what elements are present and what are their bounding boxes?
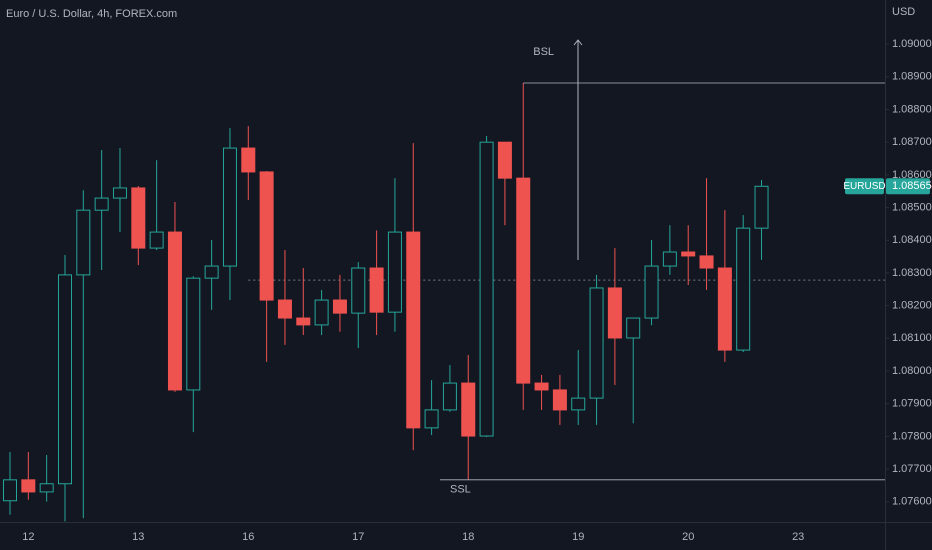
y-tick-label: 1.08100 [892,332,932,344]
x-tick-label: 13 [132,531,144,543]
y-tick-label: 1.08800 [892,103,932,115]
candle-body [479,141,494,437]
candle-body [296,317,311,326]
candle-body [241,147,256,173]
y-tick-label: 1.08200 [892,300,932,312]
candle-body [424,409,439,429]
chart-title: Euro / U.S. Dollar, 4h, FOREX.com [6,8,177,20]
candle-body [94,197,109,211]
candle-body [314,299,329,326]
candle-body [39,483,54,493]
candle-body [112,187,127,199]
candle-body [3,479,17,502]
price-tag-label: 1.08565 [892,180,932,192]
y-tick-label: 1.09000 [892,38,932,50]
y-tick-label: 1.07800 [892,430,932,442]
candle-body [259,171,274,301]
y-tick-label: 1.07600 [892,496,932,508]
x-tick-label: 20 [682,531,694,543]
candle-body [21,479,36,493]
candle-body [76,209,91,276]
level-label: SSL [450,484,471,496]
candle-body [626,317,641,339]
price-tag [886,178,930,195]
y-tick-label: 1.08000 [892,365,932,377]
y-tick-label: 1.08700 [892,136,932,148]
candle-body [516,177,531,384]
symbol-tag [845,178,884,195]
x-tick-label: 17 [352,531,364,543]
x-tick-label: 12 [22,531,34,543]
y-tick-label: 1.08900 [892,71,932,83]
candle-body [662,251,677,267]
candle-body [607,287,622,339]
x-tick-label: 16 [242,531,254,543]
candle-body [461,382,476,437]
candle-body [387,231,402,313]
candle-body [204,265,219,279]
candle-body [717,267,732,351]
candle-body [699,255,714,269]
candle-body [497,141,512,179]
x-tick-label: 19 [572,531,584,543]
y-tick-label: 1.07900 [892,398,932,410]
arrow-head [573,39,583,46]
candle-body [167,231,182,391]
y-tick-label: 1.08600 [892,169,932,181]
candle-body [351,267,366,314]
x-tick-label: 23 [792,531,804,543]
candle-body [754,185,769,229]
candle-body [131,187,146,249]
candle-body [57,274,72,485]
y-tick-label: 1.08500 [892,201,932,213]
x-tick-label: 18 [462,531,474,543]
candle-body [149,231,164,249]
candle-body [736,227,751,351]
candle-body [332,299,347,314]
candle-body [534,382,549,391]
candle-body [681,251,696,257]
y-tick-label: 1.08300 [892,267,932,279]
candle-body [222,147,237,267]
candle-body [369,267,384,313]
candle-body [552,389,567,411]
candle-body [406,231,421,429]
currency-label: USD [892,6,915,18]
y-tick-label: 1.08400 [892,234,932,246]
symbol-tag-label: EURUSD [843,181,885,192]
candle-body [186,277,201,391]
candle-body [644,265,659,319]
y-tick-label: 1.07700 [892,463,932,475]
candle-body [277,299,292,319]
candle-body [571,397,586,411]
level-label: BSL [533,46,554,58]
candle-body [442,382,457,411]
candle-body [589,287,604,399]
